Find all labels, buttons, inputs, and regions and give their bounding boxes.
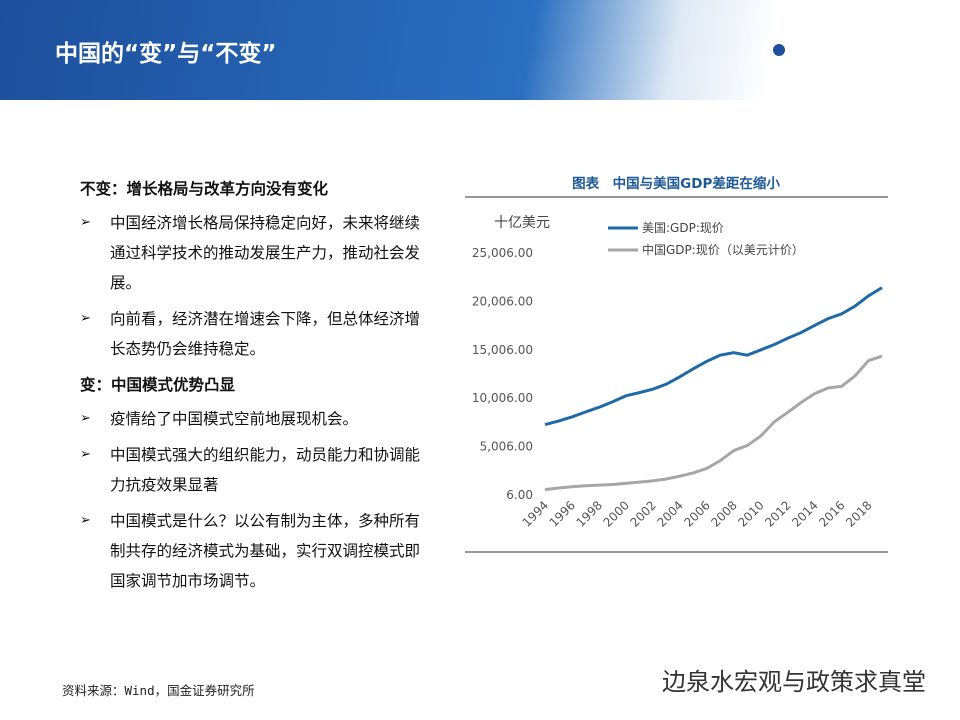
series-line (544, 286, 883, 426)
y-tick-label: 20,006.00 (472, 294, 533, 308)
source: 资料来源：Wind，国金证券研究所 (62, 683, 255, 698)
x-tick-label: 2004 (654, 498, 685, 529)
y-tick-label: 10,006.00 (472, 391, 533, 405)
y-tick-label: 6.00 (506, 488, 533, 502)
bullet: 中国经济增长格局保持稳定向好，未来将继续通过科学技术的推动发展生产力，推动社会发… (80, 208, 420, 298)
legend-label: 美国:GDP:现价 (642, 221, 724, 235)
x-tick-label: 2002 (627, 498, 658, 529)
watermark: 边泉水宏观与政策求真堂 (662, 668, 926, 696)
slide-title: 中国的“变”与“不变” (55, 41, 277, 67)
bullet: 疫情给了中国模式空前地展现机会。 (80, 404, 420, 434)
section-heading: 不变：增长格局与改革方向没有变化 (80, 180, 329, 198)
x-tick-label: 2016 (816, 498, 847, 529)
section-heading: 变：中国模式优势凸显 (80, 376, 236, 394)
series-line (544, 354, 883, 492)
logo: 国金证券 SINOLINK SECURITIES (761, 35, 897, 68)
header-band (0, 0, 960, 100)
bullet: 向前看，经济潜在增速会下降，但总体经济增长态势仍会维持稳定。 (80, 304, 420, 364)
x-tick-label: 2018 (843, 498, 874, 529)
x-tick-label: 2006 (681, 498, 712, 529)
x-tick-label: 2000 (601, 498, 632, 529)
text-column: 不变：增长格局与改革方向没有变化中国经济增长格局保持稳定向好，未来将继续通过科学… (80, 172, 420, 602)
x-tick-label: 1994 (520, 498, 551, 529)
x-tick-label: 2012 (762, 498, 793, 529)
legend-label: 中国GDP:现价（以美元计价） (642, 242, 804, 257)
x-tick-label: 2014 (789, 498, 820, 529)
y-tick-label: 5,006.00 (480, 440, 533, 454)
x-tick-label: 2010 (735, 498, 766, 529)
x-tick-label: 1996 (547, 498, 578, 529)
logo-name: 国金证券 (798, 35, 871, 57)
y-tick-label: 25,006.00 (472, 246, 533, 260)
y-axis-label: 十亿美元 (494, 215, 550, 231)
chart-title: 图表 中国与美国GDP差距在缩小 (572, 175, 780, 192)
y-tick-label: 15,006.00 (472, 343, 533, 357)
x-tick-label: 1998 (574, 498, 605, 529)
x-tick-label: 2008 (708, 498, 739, 529)
bullet: 中国模式是什么？以公有制为主体，多种所有制共存的经济模式为基础，实行双调控模式即… (80, 506, 420, 596)
logo-sub: SINOLINK SECURITIES (798, 59, 897, 68)
bullet: 中国模式强大的组织能力，动员能力和协调能力抗疫效果显著 (80, 440, 420, 500)
